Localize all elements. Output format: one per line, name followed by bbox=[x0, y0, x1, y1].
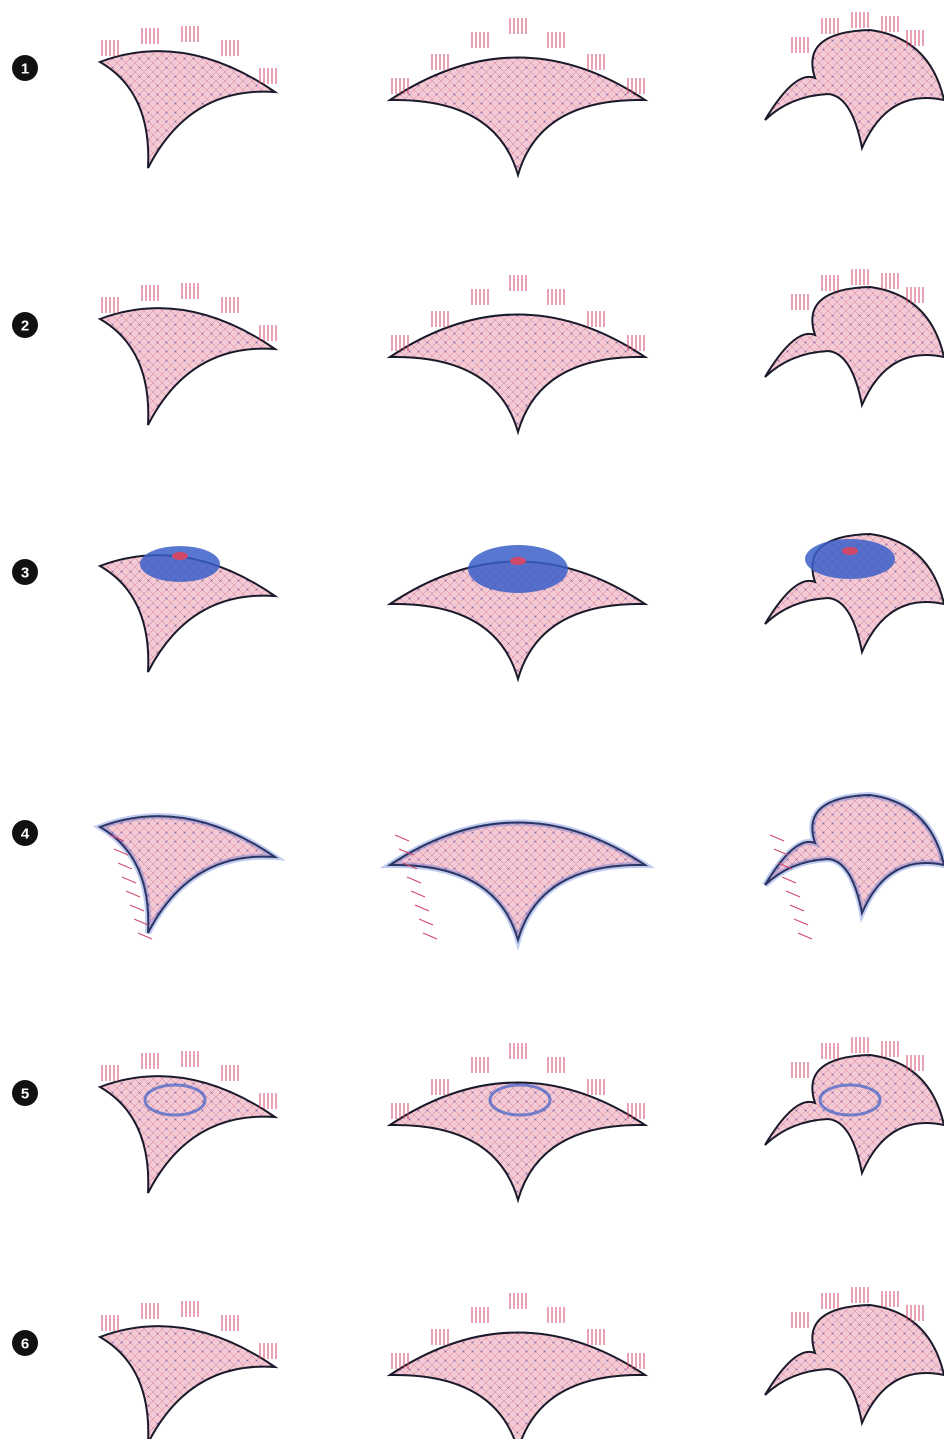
load-arrow bbox=[126, 891, 140, 897]
stress-zone bbox=[805, 539, 895, 579]
shell-middle bbox=[390, 58, 645, 176]
shell-row: 5 bbox=[12, 1037, 944, 1200]
row-number: 5 bbox=[21, 1086, 29, 1103]
load-arrow bbox=[130, 905, 144, 911]
shell-left bbox=[100, 816, 275, 933]
stress-core bbox=[842, 547, 858, 555]
shell-left bbox=[100, 1076, 275, 1193]
shell-middle bbox=[390, 315, 645, 433]
load-arrow bbox=[782, 877, 796, 883]
load-arrow bbox=[790, 905, 804, 911]
row-number: 3 bbox=[21, 565, 29, 582]
stress-core bbox=[510, 557, 526, 565]
shell-left bbox=[100, 51, 275, 168]
shell-row: 6 bbox=[12, 1287, 944, 1439]
load-arrow bbox=[411, 891, 425, 897]
row-number: 6 bbox=[21, 1336, 29, 1353]
row-number: 2 bbox=[21, 318, 29, 335]
stress-zone bbox=[140, 546, 220, 582]
load-arrow bbox=[118, 863, 132, 869]
row-number: 4 bbox=[21, 826, 30, 843]
shell-row: 4 bbox=[12, 795, 944, 940]
load-arrow bbox=[798, 933, 812, 939]
load-arrow bbox=[423, 933, 437, 939]
stress-core bbox=[172, 552, 188, 560]
shell-middle bbox=[390, 1333, 645, 1439]
shell-left bbox=[100, 1326, 275, 1439]
shell-row: 1 bbox=[12, 12, 944, 175]
load-arrow bbox=[407, 877, 421, 883]
load-arrow bbox=[122, 877, 136, 883]
load-arrow bbox=[415, 905, 429, 911]
shell-diagram: 1 2 3 4 5 6 bbox=[0, 0, 944, 1439]
shell-row: 3 bbox=[12, 534, 944, 679]
shell-middle bbox=[390, 1083, 645, 1201]
load-arrow bbox=[794, 919, 808, 925]
load-arrow bbox=[786, 891, 800, 897]
load-arrow bbox=[419, 919, 433, 925]
page: 123456 (() => { const data = JSON.parse(… bbox=[0, 0, 944, 1439]
shell-left bbox=[100, 308, 275, 425]
row-number: 1 bbox=[21, 61, 29, 78]
load-arrow bbox=[395, 835, 409, 841]
stress-zone bbox=[468, 545, 568, 593]
load-arrow bbox=[770, 835, 784, 841]
shell-row: 2 bbox=[12, 269, 944, 432]
